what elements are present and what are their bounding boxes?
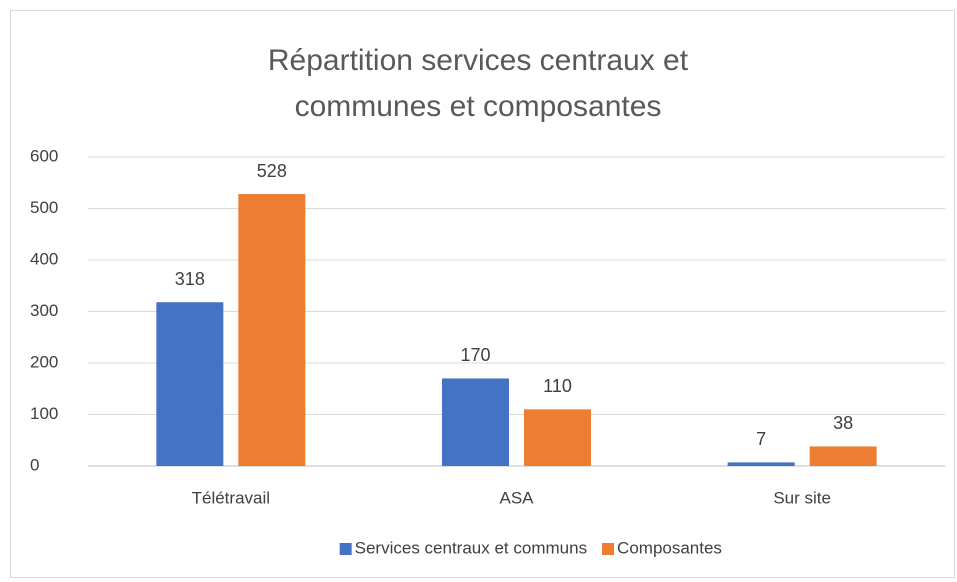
data-label: 38 — [833, 413, 853, 433]
legend-label: Services centraux et communs — [355, 538, 587, 557]
y-tick-label: 100 — [30, 404, 58, 423]
bar — [524, 409, 591, 466]
data-label: 110 — [543, 376, 572, 396]
data-label: 170 — [460, 345, 490, 365]
legend-swatch — [339, 543, 352, 555]
y-tick-label: 300 — [30, 301, 58, 320]
y-tick-label: 200 — [30, 352, 58, 371]
legend-swatch — [602, 543, 615, 555]
chart-title: Répartition services centraux et commune… — [267, 44, 689, 123]
x-tick-label: ASA — [499, 488, 534, 507]
data-label: 318 — [175, 269, 205, 289]
data-label: 528 — [257, 161, 287, 181]
y-tick-label: 0 — [30, 455, 39, 474]
y-tick-label: 400 — [30, 249, 58, 268]
data-label: 7 — [756, 429, 766, 449]
bar — [156, 302, 224, 466]
x-tick-label: Télétravail — [192, 488, 270, 507]
bar — [238, 194, 306, 466]
legend-label: Composantes — [617, 538, 722, 557]
bar — [442, 378, 509, 466]
bar — [809, 446, 877, 466]
y-tick-label: 600 — [30, 146, 58, 165]
y-tick-label: 500 — [30, 198, 58, 217]
bar — [727, 462, 795, 466]
x-tick-label: Sur site — [773, 488, 831, 507]
chart-border — [10, 10, 955, 578]
